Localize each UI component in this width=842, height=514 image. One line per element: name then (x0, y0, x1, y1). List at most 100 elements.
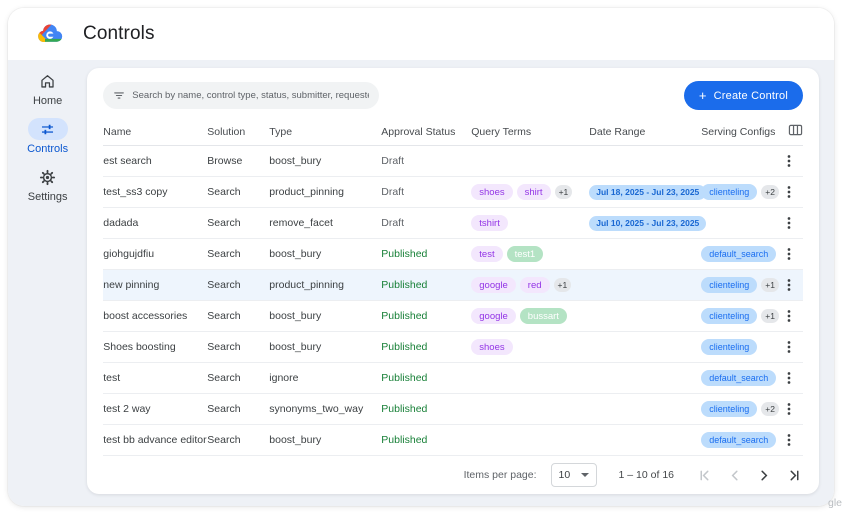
chip: test1 (506, 246, 544, 263)
row-menu-button[interactable] (779, 182, 799, 202)
column-header-approval-status[interactable]: Approval Status (381, 125, 456, 138)
row-status: Published (381, 372, 428, 385)
table-row[interactable]: dadada Search remove_facet Draft tshirt … (103, 208, 803, 240)
table-row[interactable]: Shoes boosting Search boost_bury Publish… (103, 332, 803, 364)
table-row[interactable]: est search Browse boost_bury Draft (103, 146, 803, 178)
row-status: Published (381, 248, 428, 261)
row-status: Published (381, 341, 428, 354)
column-header-query-terms[interactable]: Query Terms (471, 125, 532, 138)
row-status: Published (381, 310, 428, 323)
sidebar-item-label: Home (32, 95, 63, 107)
sidebar-item-home[interactable]: Home (28, 70, 68, 107)
chip: +1 (554, 185, 573, 200)
row-type: synonyms_two_way (269, 403, 364, 416)
serving-configs-cell: clienteling +1 (701, 277, 779, 294)
column-header-type[interactable]: Type (269, 125, 293, 138)
row-menu-button[interactable] (779, 368, 799, 388)
row-type: boost_bury (269, 248, 322, 261)
column-settings-icon[interactable] (788, 123, 803, 140)
chip: tshirt (471, 215, 508, 232)
query-terms-cell: shoes shirt +1 (471, 184, 589, 201)
chip: clienteling (701, 308, 758, 325)
chip: clienteling (701, 401, 758, 418)
serving-configs-cell: clienteling +1 (701, 308, 779, 325)
row-menu-button[interactable] (779, 213, 799, 233)
controls-card: + Create Control Name Solution Type Appr… (87, 68, 819, 494)
table-row[interactable]: boost accessories Search boost_bury Publ… (103, 301, 803, 333)
chip: +1 (761, 278, 779, 293)
row-solution: Search (207, 341, 241, 354)
row-name: test_ss3 copy (103, 186, 168, 199)
table-row[interactable]: test Search ignore Published default_sea… (103, 363, 803, 395)
sidebar-item-settings[interactable]: Settings (28, 166, 68, 203)
table-header: Name Solution Type Approval Status Query… (103, 118, 803, 147)
row-type: remove_facet (269, 217, 333, 230)
chip: google (471, 308, 516, 325)
row-status: Draft (381, 186, 405, 199)
chip: Jul 18, 2025 - Jul 23, 2025 (589, 184, 707, 200)
plus-icon: + (698, 88, 707, 103)
next-page-icon[interactable] (758, 469, 771, 482)
chip: shirt (516, 184, 551, 201)
query-terms-cell: tshirt (471, 215, 589, 232)
column-header-solution[interactable]: Solution (207, 125, 246, 138)
query-terms-cell: test test1 (471, 246, 589, 263)
row-name: giohgujdfiu (103, 248, 155, 261)
search-bar[interactable] (103, 82, 380, 109)
app-window: Controls Home (8, 8, 834, 506)
chip: default_search (701, 432, 777, 449)
chip: clienteling (701, 277, 758, 294)
table-row[interactable]: test 2 way Search synonyms_two_way Publi… (103, 394, 803, 426)
query-terms-cell: google red +1 (471, 277, 589, 294)
row-name: test 2 way (103, 403, 151, 416)
chip: Jul 10, 2025 - Jul 23, 2025 (589, 215, 707, 231)
row-name: test (103, 372, 121, 385)
row-status: Published (381, 434, 428, 447)
items-per-page-select[interactable]: 10 (550, 463, 597, 488)
top-bar: Controls (8, 8, 834, 60)
row-type: product_pinning (269, 279, 344, 292)
date-range-cell: Jul 18, 2025 - Jul 23, 2025 (589, 184, 707, 200)
table-row[interactable]: test_ss3 copy Search product_pinning Dra… (103, 177, 803, 209)
previous-page-icon (728, 469, 741, 482)
items-per-page-label: Items per page: (463, 469, 537, 482)
column-header-serving-configs[interactable]: Serving Configs (701, 125, 776, 138)
row-menu-button[interactable] (779, 306, 799, 326)
row-name: est search (103, 155, 152, 168)
chip: bussart (519, 308, 567, 325)
pagination-nav (698, 469, 801, 482)
row-menu-button[interactable] (779, 244, 799, 264)
last-page-icon[interactable] (788, 469, 801, 482)
serving-configs-cell: default_search (701, 370, 779, 387)
sidebar-item-controls[interactable]: Controls (27, 118, 68, 155)
row-menu-button[interactable] (779, 275, 799, 295)
search-input[interactable] (132, 90, 370, 101)
sidebar-item-label: Settings (27, 191, 68, 203)
table-row[interactable]: test bb advance editor Search boost_bury… (103, 425, 803, 457)
chip: +2 (761, 402, 779, 417)
row-solution: Browse (207, 155, 243, 168)
column-header-name[interactable]: Name (103, 125, 132, 138)
gear-icon (28, 166, 68, 188)
page-title: Controls (83, 23, 155, 44)
watermark-text: gle (827, 497, 842, 509)
items-per-page-value: 10 (558, 469, 571, 482)
pagination-bar: Items per page: 10 1 – 10 of 16 (103, 456, 803, 494)
pagination-range: 1 – 10 of 16 (618, 469, 674, 482)
table-row[interactable]: new pinning Search product_pinning Publi… (103, 270, 803, 302)
row-menu-button[interactable] (779, 430, 799, 450)
row-menu-button[interactable] (779, 337, 799, 357)
chip: red (519, 277, 550, 294)
filter-icon (114, 92, 125, 99)
row-menu-button[interactable] (779, 399, 799, 419)
serving-configs-cell: default_search (701, 246, 779, 263)
serving-configs-cell: clienteling (701, 339, 779, 356)
column-header-date-range[interactable]: Date Range (589, 125, 646, 138)
row-menu-button[interactable] (779, 151, 799, 171)
content-area: Home Controls (8, 60, 834, 506)
row-status: Published (381, 279, 428, 292)
row-status: Draft (381, 217, 405, 230)
create-control-button[interactable]: + Create Control (683, 81, 803, 110)
row-solution: Search (207, 248, 241, 261)
table-row[interactable]: giohgujdfiu Search boost_bury Published … (103, 239, 803, 271)
